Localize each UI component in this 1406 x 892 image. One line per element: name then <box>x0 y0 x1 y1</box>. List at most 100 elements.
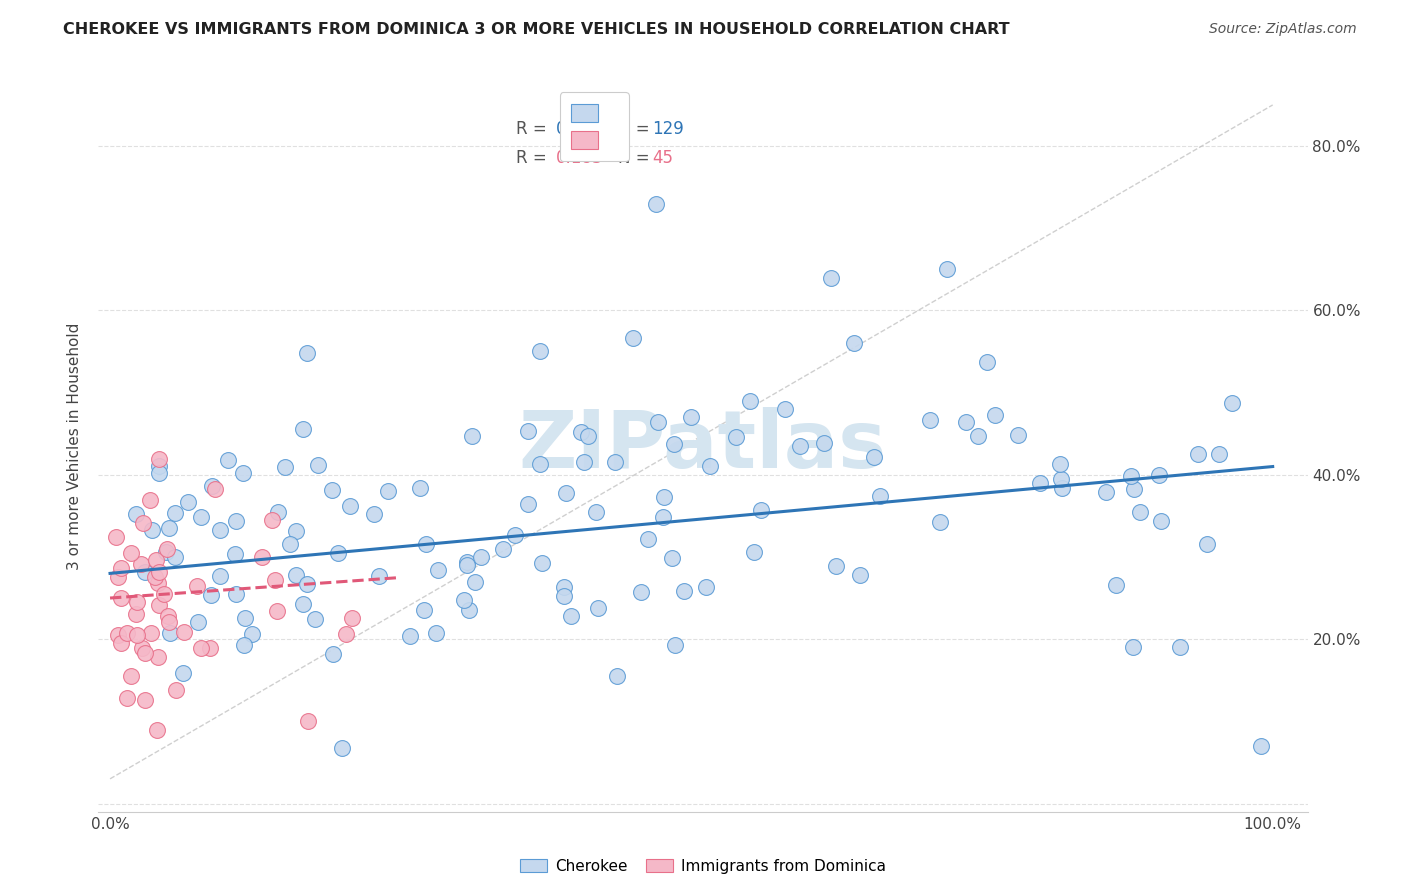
Point <box>553 580 575 594</box>
Point <box>554 485 576 500</box>
Point <box>224 547 246 561</box>
Point <box>647 415 669 429</box>
Point <box>177 494 200 508</box>
Point <box>427 563 450 577</box>
Point <box>844 336 866 351</box>
Point <box>110 636 132 650</box>
Point <box>574 454 596 468</box>
Point <box>145 553 167 567</box>
Point <box>1122 482 1144 496</box>
Legend: Cherokee, Immigrants from Dominica: Cherokee, Immigrants from Dominica <box>513 853 893 880</box>
Text: R =: R = <box>516 149 547 167</box>
Point <box>976 355 998 369</box>
Text: ZIPatlas: ZIPatlas <box>519 407 887 485</box>
Point <box>664 638 686 652</box>
Point <box>153 587 176 601</box>
Point <box>1128 505 1150 519</box>
Text: 45: 45 <box>652 149 673 167</box>
Point <box>297 714 319 729</box>
Point <box>285 524 308 538</box>
Point <box>530 556 553 570</box>
Point <box>110 591 132 605</box>
Point <box>673 584 696 599</box>
Point <box>233 638 256 652</box>
Point <box>148 598 170 612</box>
Point <box>292 598 315 612</box>
Point <box>363 507 385 521</box>
Point <box>157 521 180 535</box>
Point <box>125 595 148 609</box>
Point <box>652 490 675 504</box>
Point <box>1095 485 1118 500</box>
Point <box>398 629 420 643</box>
Point <box>110 560 132 574</box>
Point <box>266 604 288 618</box>
Point <box>252 549 274 564</box>
Point <box>425 626 447 640</box>
Point <box>1122 640 1144 655</box>
Point <box>274 460 297 475</box>
Text: 0.230: 0.230 <box>555 120 603 137</box>
Point <box>321 483 343 498</box>
Point <box>120 546 142 560</box>
Point <box>138 492 160 507</box>
Point <box>869 489 891 503</box>
Point <box>681 410 703 425</box>
Point <box>936 262 959 277</box>
Point <box>330 741 353 756</box>
Point <box>139 625 162 640</box>
Point <box>553 589 575 603</box>
Point <box>217 452 239 467</box>
Point <box>134 646 156 660</box>
Y-axis label: 3 or more Vehicles in Household: 3 or more Vehicles in Household <box>67 322 83 570</box>
Point <box>198 641 221 656</box>
Point <box>240 627 263 641</box>
Point <box>117 690 139 705</box>
Point <box>284 568 307 582</box>
Point <box>967 429 990 443</box>
Point <box>456 558 478 572</box>
Point <box>955 416 977 430</box>
Point <box>339 499 361 513</box>
Point <box>586 600 609 615</box>
Point <box>124 607 146 621</box>
Text: N =: N = <box>619 149 650 167</box>
Point <box>699 458 721 473</box>
Point <box>603 455 626 469</box>
Point <box>516 497 538 511</box>
Point <box>742 545 765 559</box>
Point <box>863 450 886 464</box>
Point <box>267 505 290 519</box>
Point <box>529 458 551 472</box>
Text: Source: ZipAtlas.com: Source: ZipAtlas.com <box>1209 22 1357 37</box>
Point <box>606 669 628 683</box>
Point <box>409 481 432 495</box>
Point <box>725 430 748 444</box>
Point <box>232 466 254 480</box>
Point <box>1250 739 1272 753</box>
Point <box>1187 447 1209 461</box>
Point <box>773 402 796 417</box>
Text: 129: 129 <box>652 120 683 137</box>
Point <box>209 523 232 537</box>
Point <box>645 196 668 211</box>
Point <box>156 541 179 556</box>
Point <box>156 608 179 623</box>
Point <box>368 568 391 582</box>
Point <box>233 611 256 625</box>
Point <box>148 565 170 579</box>
Text: CHEROKEE VS IMMIGRANTS FROM DOMINICA 3 OR MORE VEHICLES IN HOUSEHOLD CORRELATION: CHEROKEE VS IMMIGRANTS FROM DOMINICA 3 O… <box>63 22 1010 37</box>
Point <box>295 346 318 360</box>
Point <box>1104 578 1126 592</box>
Point <box>820 270 842 285</box>
Point <box>125 507 148 521</box>
Point <box>148 466 170 480</box>
Point <box>146 575 169 590</box>
Point <box>789 438 811 452</box>
Point <box>1147 468 1170 483</box>
Point <box>292 422 315 436</box>
Point <box>585 505 607 519</box>
Point <box>105 530 128 544</box>
Point <box>1049 457 1071 471</box>
Point <box>173 624 195 639</box>
